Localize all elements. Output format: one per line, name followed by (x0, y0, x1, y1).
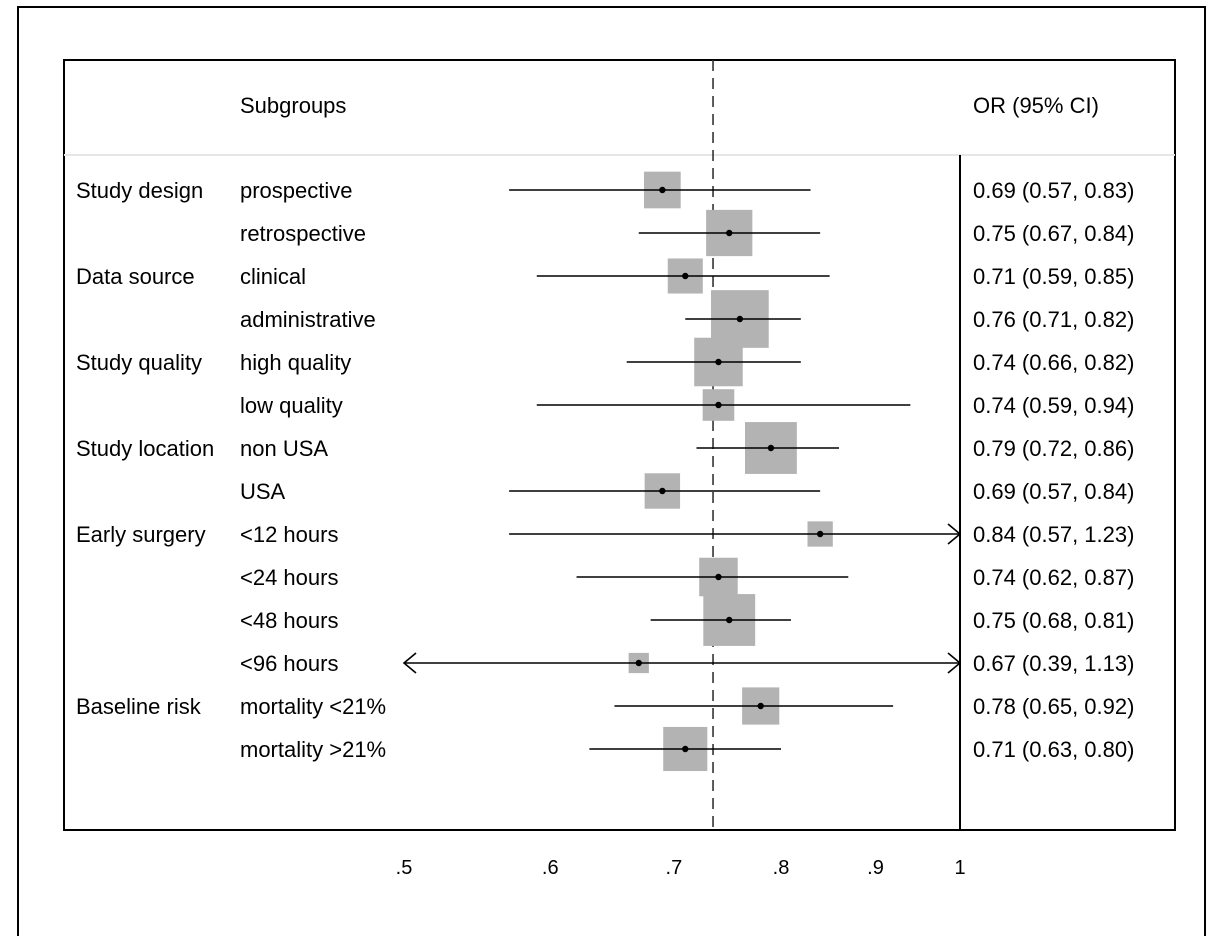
or-ci-header: OR (95% CI) (973, 93, 1099, 118)
forest-row: Data source clinical 0.71 (0.59, 0.85) (76, 258, 1134, 294)
point-estimate (736, 315, 744, 323)
or-ci-label: 0.67 (0.39, 1.13) (973, 651, 1134, 676)
forest-row: Baseline risk mortality <21% 0.78 (0.65, 0… (76, 687, 1134, 725)
outer-frame (17, 6, 1206, 936)
subgroups-header: Subgroups (240, 93, 346, 118)
or-ci-label: 0.71 (0.63, 0.80) (973, 737, 1134, 762)
subgroup-label: administrative (240, 307, 376, 332)
group-label: Study location (76, 436, 214, 461)
forest-row: Study quality high quality 0.74 (0.66, 0.8… (76, 337, 1134, 387)
x-tick-label: 1 (954, 857, 965, 879)
forest-row: Early surgery <12 hours 0.84 (0.57, 1.23) (76, 521, 1134, 547)
forest-row: administrative 0.76 (0.71, 0.82) (240, 290, 1134, 348)
forest-row: <24 hours 0.74 (0.62, 0.87) (240, 557, 1134, 597)
group-label: Early surgery (76, 522, 206, 547)
or-ci-label: 0.75 (0.68, 0.81) (973, 608, 1134, 633)
x-tick-label: .5 (396, 857, 413, 879)
forest-row: Study design prospective 0.69 (0.57, 0.83) (76, 171, 1134, 209)
group-label: Data source (76, 264, 195, 289)
group-label: Study quality (76, 350, 202, 375)
subgroup-label: <48 hours (240, 608, 338, 633)
point-estimate (635, 659, 642, 667)
plot-border (63, 59, 1176, 831)
forest-rows: Study design prospective 0.69 (0.57, 0.83)… (76, 171, 1134, 772)
forest-row: mortality >21% 0.71 (0.63, 0.80) (240, 726, 1134, 772)
or-ci-label: 0.76 (0.71, 0.82) (973, 307, 1134, 332)
group-label: Baseline risk (76, 694, 202, 719)
forest-row: USA 0.69 (0.57, 0.84) (240, 473, 1134, 509)
or-ci-label: 0.74 (0.62, 0.87) (973, 565, 1134, 590)
point-estimate (682, 272, 689, 280)
or-ci-label: 0.78 (0.65, 0.92) (973, 694, 1134, 719)
forest-row: low quality 0.74 (0.59, 0.94) (240, 389, 1134, 421)
point-estimate (659, 487, 666, 495)
x-tick-label: .8 (773, 857, 790, 879)
subgroup-label: prospective (240, 178, 353, 203)
forest-row: retrospective 0.75 (0.67, 0.84) (240, 209, 1134, 257)
subgroup-label: high quality (240, 350, 351, 375)
subgroup-label: mortality >21% (240, 737, 386, 762)
subgroup-label: <12 hours (240, 522, 338, 547)
table-header: Subgroups OR (95% CI) (240, 93, 1099, 118)
subgroup-label: mortality <21% (240, 694, 386, 719)
forest-row: <48 hours 0.75 (0.68, 0.81) (240, 594, 1134, 646)
forest-row: Study location non USA 0.79 (0.72, 0.86) (76, 422, 1134, 474)
point-estimate (757, 702, 764, 710)
or-ci-label: 0.84 (0.57, 1.23) (973, 522, 1134, 547)
subgroup-label: USA (240, 479, 286, 504)
x-tick-label: .6 (542, 857, 559, 879)
ci-arrow-left (402, 652, 417, 674)
or-ci-label: 0.69 (0.57, 0.83) (973, 178, 1134, 203)
subgroup-label: clinical (240, 264, 306, 289)
point-estimate (816, 530, 824, 538)
or-ci-label: 0.74 (0.59, 0.94) (973, 393, 1134, 418)
point-estimate (715, 573, 722, 581)
ci-arrow-right (947, 523, 962, 545)
point-estimate (726, 616, 733, 624)
subgroup-label: retrospective (240, 221, 366, 246)
subgroup-label: low quality (240, 393, 343, 418)
subgroup-label: <24 hours (240, 565, 338, 590)
or-ci-label: 0.69 (0.57, 0.84) (973, 479, 1134, 504)
point-estimate (767, 444, 775, 452)
point-estimate (659, 186, 666, 194)
subgroup-label: <96 hours (240, 651, 338, 676)
or-ci-label: 0.79 (0.72, 0.86) (973, 436, 1134, 461)
or-ci-label: 0.75 (0.67, 0.84) (973, 221, 1134, 246)
point-estimate (682, 745, 689, 753)
forest-row: <96 hours 0.67 (0.39, 1.13) (240, 651, 1134, 676)
group-label: Study design (76, 178, 203, 203)
x-axis: .5 .6 .7 .8 .9 1 (396, 857, 966, 879)
plot-frame (63, 59, 1176, 831)
or-ci-label: 0.74 (0.66, 0.82) (973, 350, 1134, 375)
x-tick-label: .9 (867, 857, 884, 879)
subgroup-label: non USA (240, 436, 328, 461)
or-ci-label: 0.71 (0.59, 0.85) (973, 264, 1134, 289)
point-estimate (715, 401, 722, 409)
point-estimate (715, 358, 722, 366)
x-tick-label: .7 (666, 857, 683, 879)
point-estimate (726, 229, 733, 237)
ci-arrow-right (947, 652, 962, 674)
